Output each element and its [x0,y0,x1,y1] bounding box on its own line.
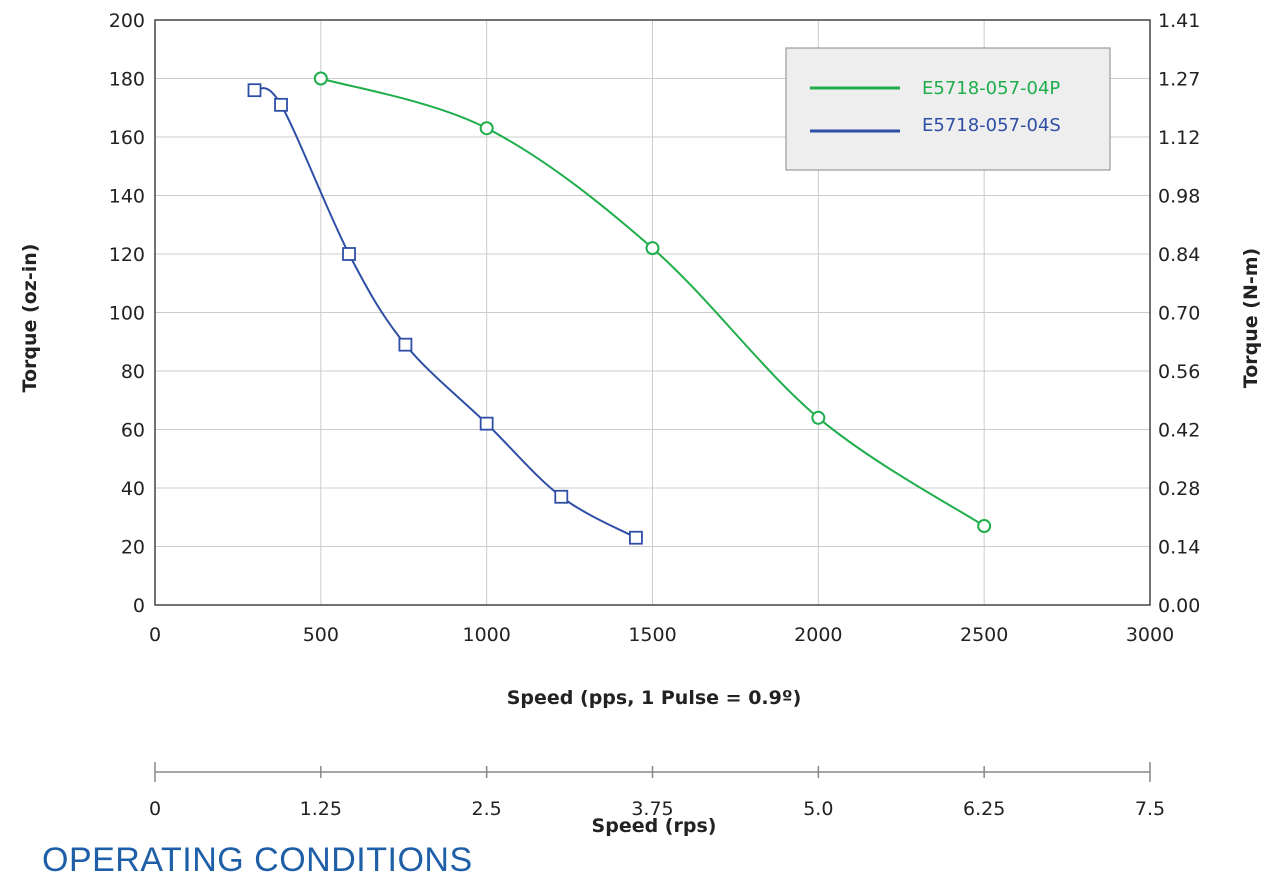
data-point-series-2 [274,97,288,112]
x-tick-label: 3000 [1126,624,1174,646]
right-y-tick-label: 0.84 [1158,244,1200,266]
x-tick-label: 1000 [462,624,510,646]
rps-tick-label: 6.25 [963,798,1005,820]
x-tick-label: 2000 [794,624,842,646]
x-tick-labels: 0 500 1000 1500 2000 2500 3000 [149,624,1174,646]
rps-tick-label: 5.0 [803,798,833,820]
data-point-series-1 [977,519,992,534]
right-y-tick-labels: 0.00 0.14 0.28 0.42 0.56 0.70 0.84 0.98 1.12 1.27… [1158,10,1200,617]
left-y-tick-label: 100 [109,303,145,325]
rps-axis-title: Speed (rps) [592,815,717,837]
rps-tick-label: 0 [149,798,161,820]
data-point-series-1 [479,121,494,136]
data-point-series-1 [313,71,328,86]
rps-tick-label: 3.75 [631,798,673,820]
right-y-tick-label: 1.12 [1158,127,1200,149]
left-y-tick-label: 20 [121,537,145,559]
x-tick-label: 0 [149,624,161,646]
right-y-tick-label: 0.28 [1158,478,1200,500]
secondary-rps-axis [154,762,1151,782]
x-tick-label: 1500 [628,624,676,646]
data-point-series-2 [342,247,356,261]
right-y-tick-label: 1.27 [1158,69,1200,91]
x-axis-title: Speed (pps, 1 Pulse = 0.9º) [507,687,802,709]
left-y-tick-labels: 0 20 40 60 80 100 120 140 160 180 200 [109,10,145,617]
series-markers [247,71,992,545]
data-point-series-2 [398,337,413,352]
right-y-tick-label: 0.98 [1158,186,1200,208]
left-y-tick-label: 40 [121,478,145,500]
data-point-series-2 [554,489,569,504]
left-y-tick-label: 0 [133,595,145,617]
rps-tick-label: 1.25 [300,798,342,820]
left-y-tick-label: 180 [109,69,145,91]
rps-tick-label: 2.5 [472,798,502,820]
right-y-tick-label: 0.14 [1158,537,1200,559]
right-y-tick-label: 0.56 [1158,361,1200,383]
data-point-series-2 [629,530,643,545]
legend: E5718-057-04P E5718-057-04S [785,47,1111,171]
rps-tick-label: 7.5 [1135,798,1165,820]
data-point-series-2 [479,416,494,431]
left-y-tick-label: 140 [109,186,145,208]
left-y-tick-label: 60 [121,420,145,442]
x-tick-label: 2500 [960,624,1008,646]
left-y-tick-label: 120 [109,244,145,266]
right-y-axis-title: Torque (N-m) [1240,248,1262,388]
data-point-series-2 [247,83,262,98]
plot-frame [154,19,1151,606]
left-y-axis-title: Torque (oz-in) [19,244,41,393]
x-tick-label: 500 [303,624,339,646]
legend-label-series-2: E5718-057-04S [922,115,1061,136]
rps-tick-labels: 0 1.25 2.5 3.75 5.0 6.25 7.5 [149,798,1165,820]
legend-label-series-1: E5718-057-04P [922,78,1060,99]
left-y-tick-label: 80 [121,361,145,383]
left-y-tick-label: 160 [109,127,145,149]
right-y-tick-label: 0.70 [1158,303,1200,325]
right-y-tick-label: 1.41 [1158,10,1200,32]
data-point-series-1 [811,410,826,425]
data-point-series-1 [645,241,660,256]
section-heading: OPERATING CONDITIONS [42,841,473,879]
left-y-tick-label: 200 [109,10,145,32]
right-y-tick-label: 0.42 [1158,420,1200,442]
legend-box [785,47,1111,171]
right-y-tick-label: 0.00 [1158,595,1200,617]
